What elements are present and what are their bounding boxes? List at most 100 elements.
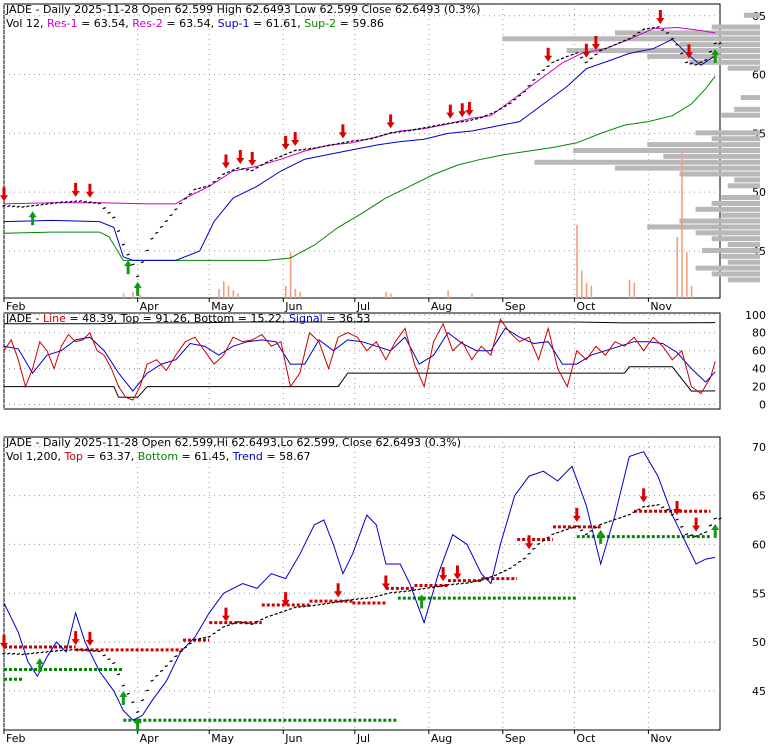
price-tick: [40, 651, 44, 654]
buy-arrow: [124, 260, 133, 275]
price-tick: [73, 648, 78, 651]
price-tick: [21, 653, 25, 656]
price-tick: [102, 654, 106, 657]
price-tick: [59, 201, 63, 204]
legend-entry-1: Res-1: [47, 17, 78, 30]
x-tick-label: Oct: [576, 300, 596, 313]
price-tick: [455, 121, 460, 124]
price-tick: [388, 131, 393, 134]
price-tick: [93, 201, 97, 204]
price-tick: [169, 660, 173, 663]
volume-bar: [232, 290, 235, 298]
sell-arrow: [334, 583, 343, 598]
x-tick-label: Feb: [6, 732, 25, 745]
volume-bar: [294, 288, 297, 298]
price-tick: [331, 601, 336, 604]
price-tick: [684, 533, 689, 536]
price-tick: [303, 605, 307, 608]
price-tick: [336, 600, 340, 603]
price-tick: [598, 523, 603, 526]
sup-1-line: [3, 38, 716, 261]
y-tick-label: 100: [745, 309, 766, 322]
volume-bar: [690, 285, 693, 298]
y-tick-label: 50: [752, 636, 766, 649]
price-tick: [637, 508, 641, 511]
price-tick: [708, 50, 713, 53]
price-tick: [536, 542, 541, 546]
buy-arrow: [417, 594, 426, 609]
price-tick: [345, 140, 350, 144]
legend-entry-8: = 59.86: [336, 17, 384, 30]
price-tick: [255, 166, 259, 169]
sell-arrow: [291, 132, 300, 146]
price-tick: [7, 204, 11, 208]
oscillator-line: [3, 318, 716, 401]
price-tick: [589, 529, 593, 532]
volume-profile-bar: [721, 253, 760, 259]
price-tick: [107, 658, 111, 661]
price-tick: [307, 147, 312, 150]
price-tick: [613, 43, 617, 46]
buy-arrow: [119, 691, 128, 706]
price-tick: [288, 151, 293, 154]
volume-bar: [227, 285, 230, 298]
price-tick: [422, 587, 426, 590]
price-tick: [26, 652, 30, 655]
price-tick: [21, 205, 25, 209]
buy-arrow: [133, 281, 142, 296]
price-tick: [627, 37, 631, 40]
price-panel: 4550556065FebAprMayJunJulAugSepOctNovJAD…: [0, 3, 766, 313]
price-tick: [102, 207, 106, 210]
price-tick: [279, 611, 283, 614]
price-tick: [651, 26, 655, 29]
price-tick: [646, 27, 651, 30]
sell-arrow: [439, 567, 448, 582]
price-tick: [183, 646, 188, 649]
price-tick: [97, 650, 102, 653]
price-tick: [436, 585, 441, 588]
price-tick: [446, 583, 450, 587]
price-tick: [365, 597, 369, 600]
x-tick-label: May: [211, 300, 234, 313]
price-tick: [35, 651, 40, 654]
price-tick: [341, 141, 345, 144]
volume-bar: [580, 270, 583, 298]
volume-profile-bar: [615, 165, 760, 171]
price-tick: [374, 136, 379, 139]
price-tick: [441, 584, 445, 587]
price-tick: [641, 28, 646, 31]
sell-arrow: [248, 151, 257, 166]
volume-profile-bar: [743, 12, 760, 18]
price-tick: [260, 163, 264, 167]
price-tick: [293, 149, 297, 152]
y-tick-label: 20: [752, 381, 766, 394]
price-tick: [417, 588, 421, 591]
legend-entry-3: Bottom: [138, 450, 178, 463]
sell-arrow: [639, 488, 648, 503]
buy-arrow: [596, 529, 605, 544]
price-tick: [594, 526, 598, 529]
volume-bar: [218, 288, 220, 298]
price-tick: [699, 533, 703, 536]
volume-profile-bar: [695, 206, 760, 212]
price-tick: [288, 607, 293, 611]
volume-profile-bar: [663, 153, 760, 159]
chart-legend: Vol 1,200, Top = 63.37, Bottom = 61.45, …: [6, 450, 311, 463]
x-tick-label: Oct: [576, 732, 596, 745]
price-tick: [551, 533, 555, 536]
volume-profile-bar: [721, 112, 760, 118]
volume-bar: [447, 290, 449, 298]
price-tick: [202, 185, 207, 189]
price-tick: [212, 632, 216, 635]
volume-bar: [576, 224, 578, 298]
price-tick: [474, 579, 479, 583]
volume-bar: [139, 294, 142, 298]
price-tick: [264, 161, 269, 164]
price-tick: [45, 650, 49, 653]
price-tick: [427, 125, 431, 129]
y-tick-label: 60: [752, 538, 766, 551]
price-tick: [2, 652, 6, 655]
sell-arrow: [0, 634, 8, 649]
price-tick: [198, 187, 202, 190]
price-tick: [207, 184, 211, 187]
